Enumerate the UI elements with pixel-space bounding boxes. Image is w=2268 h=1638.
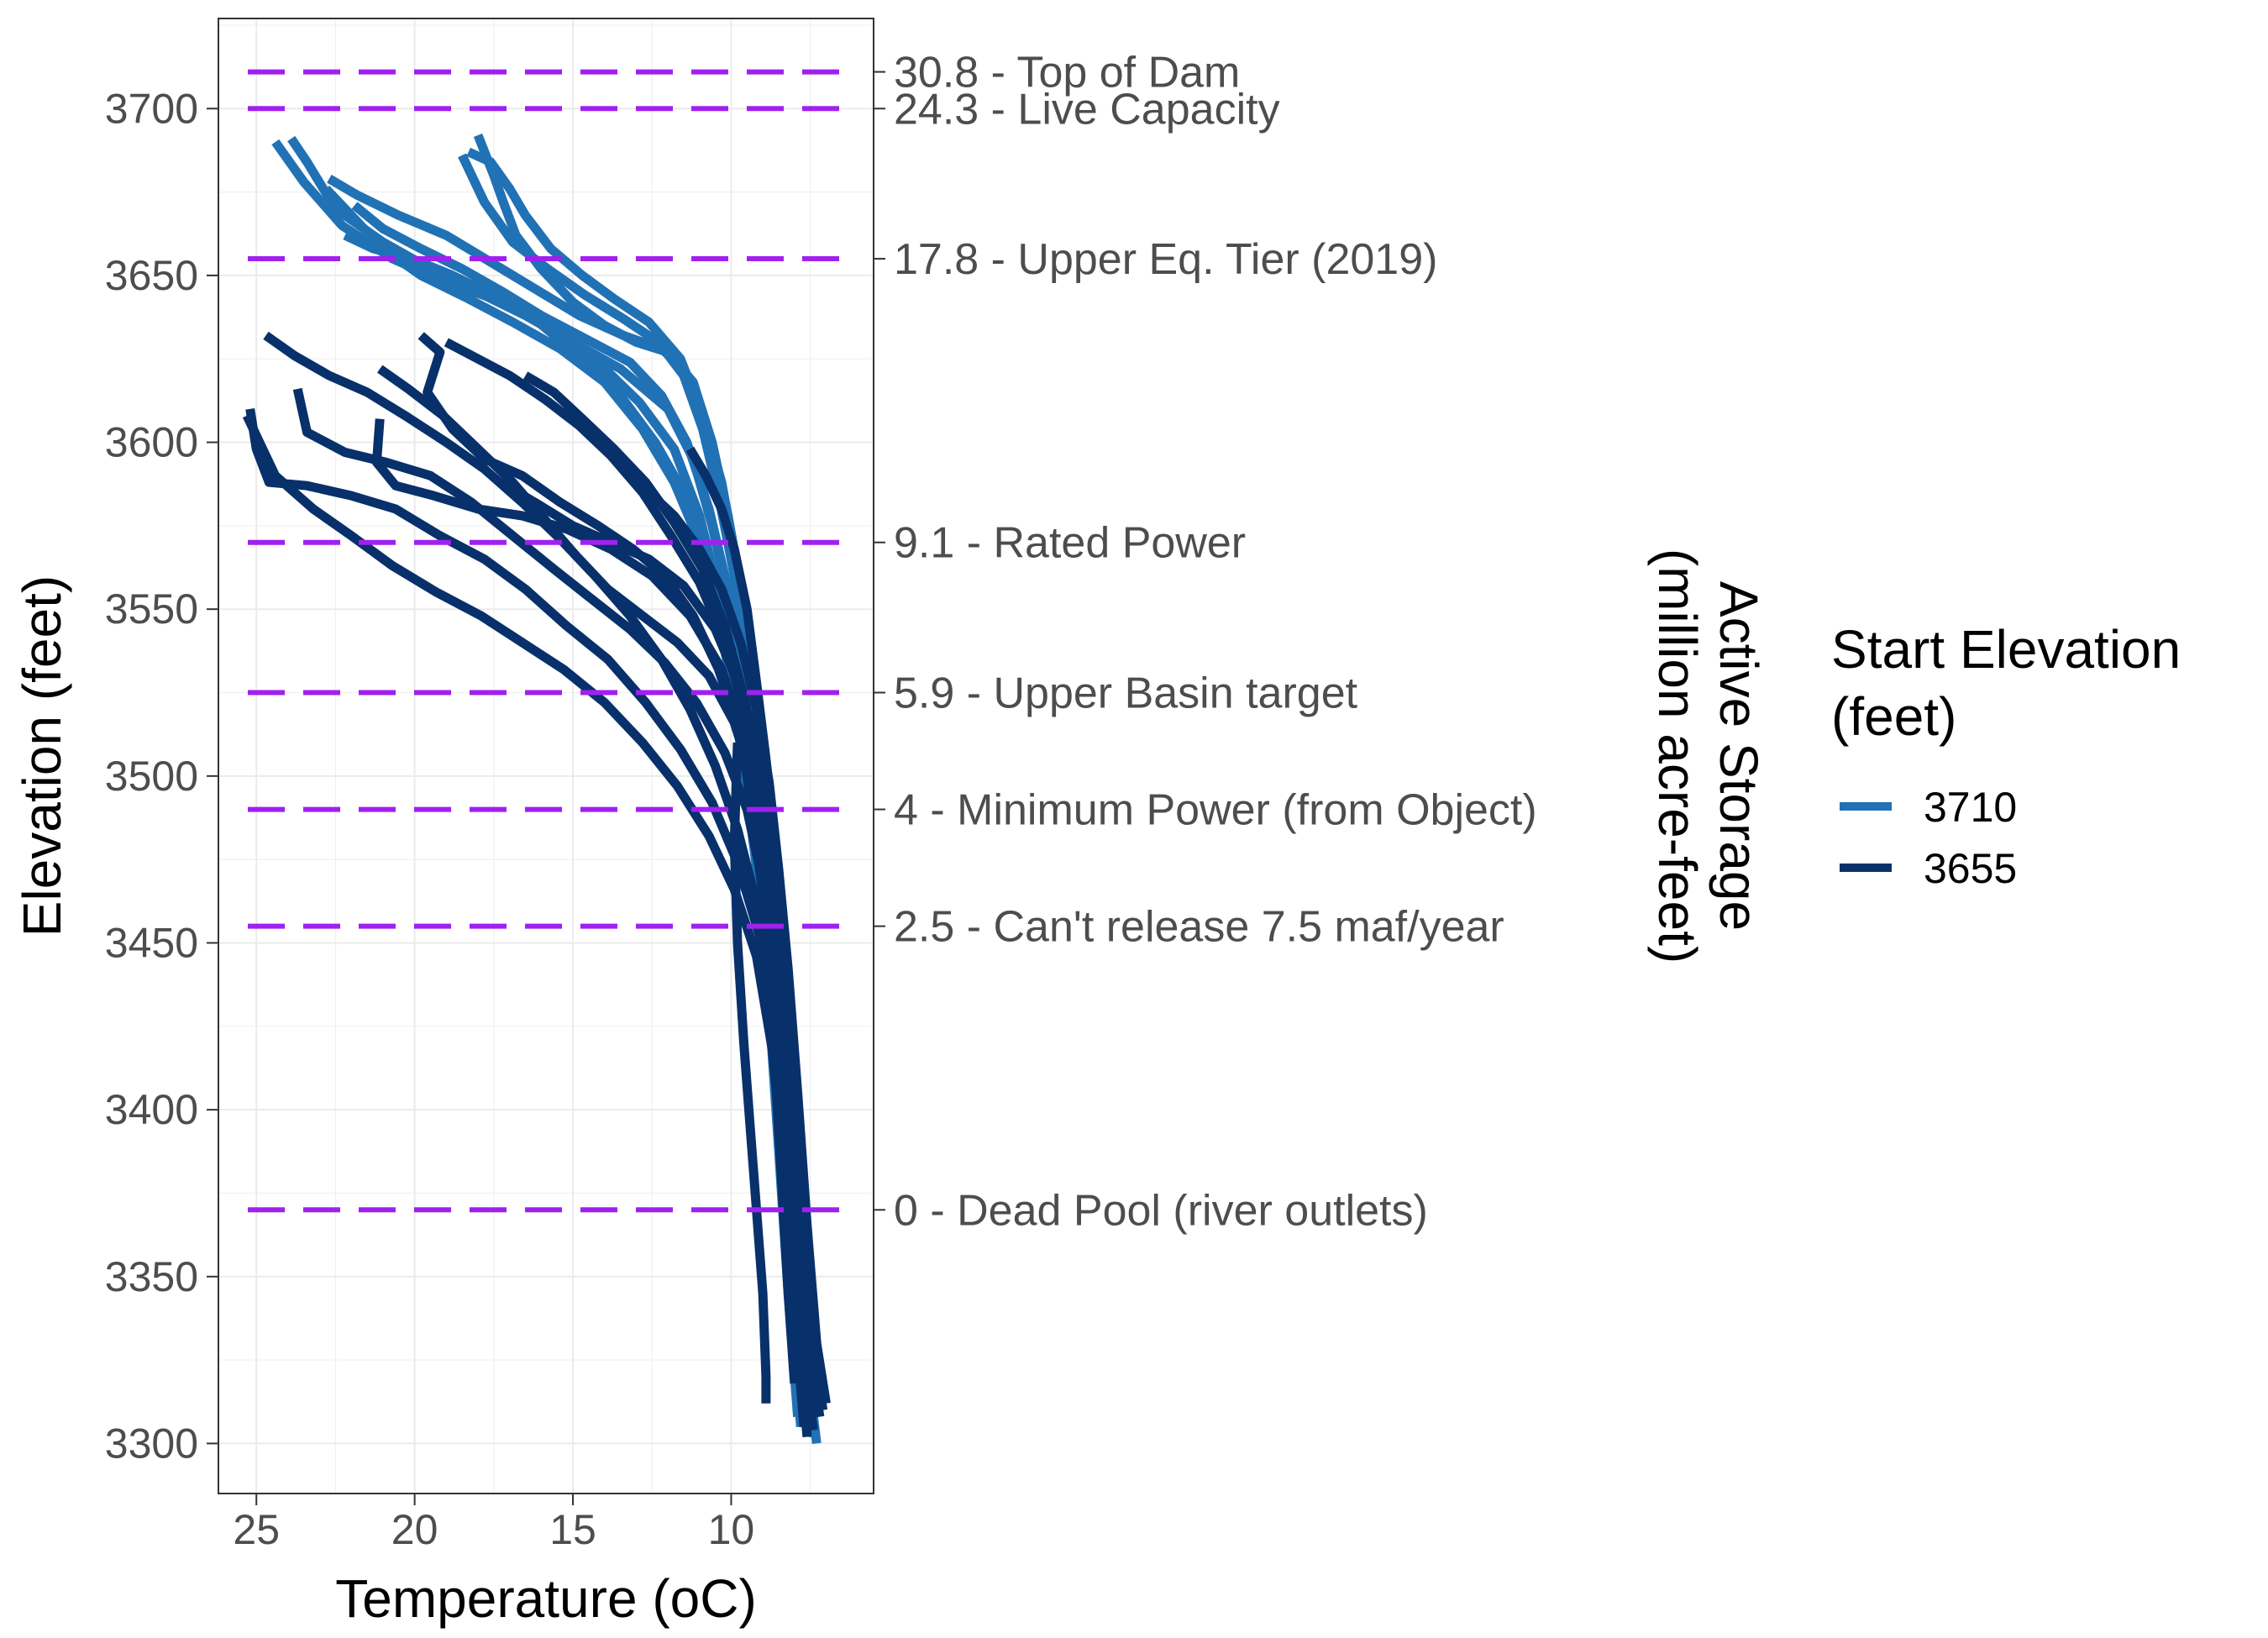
reference-line-label: 0 - Dead Pool (river outlets) [894, 1186, 1428, 1235]
y-tick-label: 3450 [105, 919, 198, 966]
y-tick-label: 3550 [105, 585, 198, 633]
y-tick-label: 3350 [105, 1253, 198, 1300]
secondary-axis-title-line1: Active Storage [1709, 581, 1769, 931]
legend-label-3710: 3710 [1924, 784, 2017, 831]
secondary-axis-title-line2: (million acre-feet) [1647, 549, 1708, 963]
x-tick-label: 15 [549, 1506, 596, 1553]
legend-title-line2: (feet) [1831, 686, 1956, 747]
x-axis: 25 20 15 10 [233, 1494, 754, 1553]
reference-line-label: 2.5 - Can't release 7.5 maf/year [894, 903, 1504, 952]
y-tick-label: 3500 [105, 753, 198, 800]
reference-line-label: 30.8 - Top of Dam [894, 49, 1240, 97]
series-line-3655-13 [729, 742, 771, 1404]
reference-lines [248, 69, 840, 1213]
y-tick-label: 3400 [105, 1086, 198, 1133]
legend-title-line1: Start Elevation [1831, 619, 2181, 680]
y-tick-label: 3650 [105, 252, 198, 299]
x-tick-label: 20 [391, 1506, 438, 1553]
reference-line-label: 4 - Minimum Power (from Object) [894, 786, 1537, 835]
y-tick-label: 3300 [105, 1420, 198, 1467]
x-tick-label: 25 [233, 1506, 280, 1553]
x-tick-label: 10 [708, 1506, 755, 1553]
y-axis: 3300 3350 3400 3450 3500 3550 3600 3650 3700 [105, 85, 218, 1467]
legend-label-3655: 3655 [1924, 845, 2017, 892]
series-line-3655-11 [685, 446, 825, 1411]
reference-line-label: 9.1 - Rated Power [894, 519, 1246, 568]
reference-line-label: 5.9 - Upper Basin target [894, 669, 1358, 718]
y-tick-label: 3600 [105, 419, 198, 466]
series-line-3655-12 [736, 735, 800, 1384]
reference-line-label: 24.3 - Live Capacity [894, 85, 1280, 134]
y-tick-label: 3700 [105, 85, 198, 132]
x-axis-title: Temperature (oC) [335, 1568, 757, 1629]
secondary-axis-title: Active Storage (million acre-feet) [1647, 549, 1769, 963]
plot-border [218, 18, 874, 1494]
reference-line-label: 17.8 - Upper Eq. Tier (2019) [894, 235, 1437, 284]
legend: Start Elevation (feet) 3710 3655 [1831, 619, 2181, 892]
y-axis-title: Elevation (feet) [12, 575, 72, 937]
